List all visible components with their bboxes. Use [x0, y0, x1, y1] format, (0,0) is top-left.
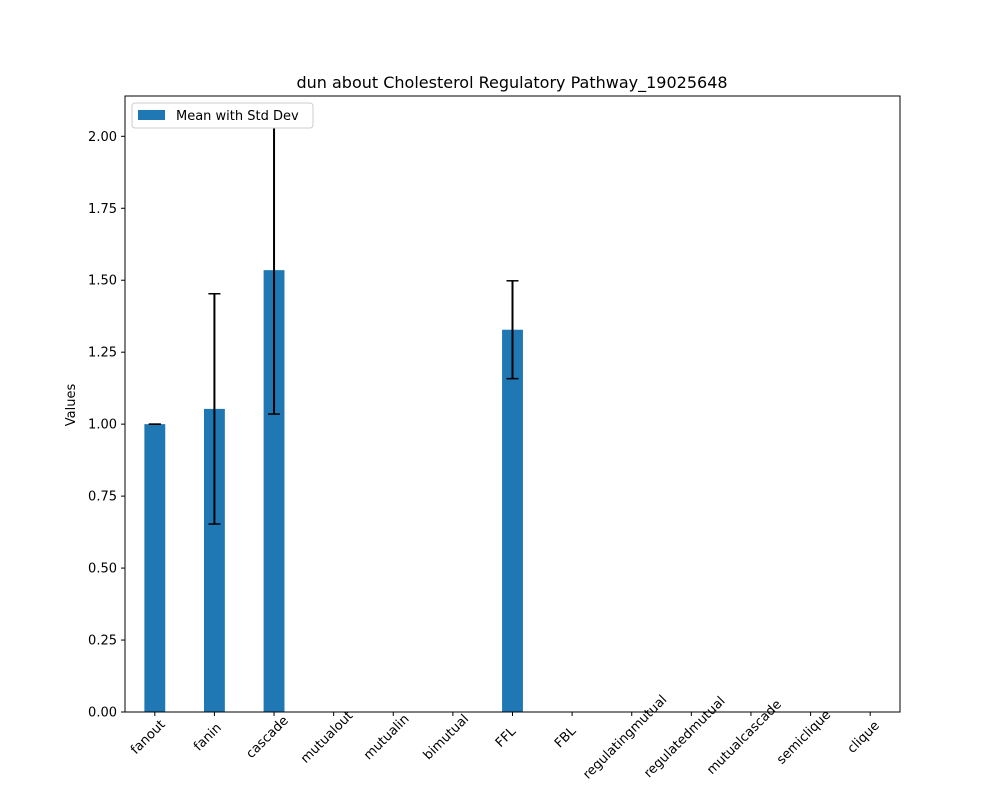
legend: Mean with Std Dev: [131, 102, 314, 129]
x-tick-label: cascade: [243, 713, 291, 761]
legend-box: [131, 102, 314, 129]
chart-title: dun about Cholesterol Regulatory Pathway…: [296, 73, 727, 93]
x-tick-label: FBL: [552, 723, 580, 751]
legend-label: Mean with Std Dev: [176, 109, 299, 124]
y-tick-label: 0.00: [88, 706, 117, 721]
bar-cascade: [263, 270, 285, 712]
y-tick-label: 1.00: [88, 418, 117, 433]
y-tick-label: 1.25: [88, 346, 117, 361]
error-bar-ffl: [506, 280, 519, 380]
error-bar-fanin: [208, 293, 221, 525]
bar-ffl: [502, 329, 523, 712]
y-tick-label: 1.50: [88, 274, 117, 289]
y-axis-label: Values: [64, 384, 79, 427]
y-tick-label: 2.00: [88, 130, 117, 145]
x-tick-label: clique: [845, 718, 883, 756]
x-tick-label: fanin: [191, 721, 225, 755]
x-tick-label: fanout: [128, 717, 168, 757]
x-tick-label: mutualout: [298, 708, 356, 766]
legend-swatch: [138, 110, 165, 120]
x-tick-label: semiclique: [774, 708, 834, 768]
y-tick-label: 0.50: [88, 562, 117, 577]
x-tick-label: mutualin: [361, 712, 412, 763]
y-tick-label: 1.75: [88, 202, 117, 217]
bar-fanout: [144, 424, 166, 712]
y-tick-label: 0.75: [88, 490, 117, 505]
plot-area: 0.00 0.25 0.50 0.75 1.00 1.25 1.50 1.75 2.00 fano…: [88, 95, 901, 782]
y-tick-label: 0.25: [88, 634, 117, 649]
x-tick-label: bimutual: [421, 712, 472, 763]
bar-fanin: [203, 408, 225, 712]
x-tick-label: FFL: [493, 724, 520, 751]
